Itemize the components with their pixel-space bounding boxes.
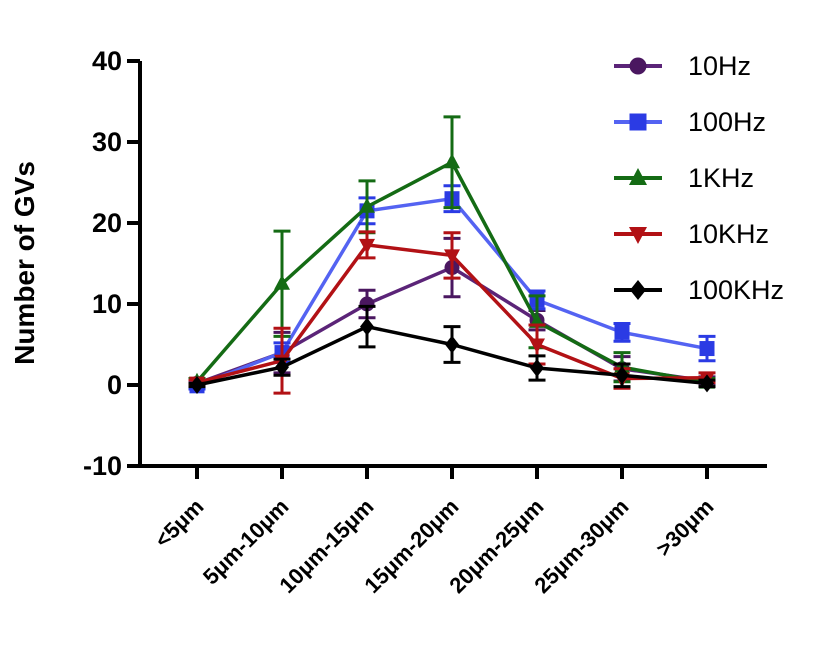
marker-triangle-down: [529, 338, 545, 354]
legend-item-10Hz: 10Hz: [614, 51, 751, 81]
y-tick-label-3: 20: [92, 208, 122, 238]
marker-triangle-down: [359, 238, 375, 254]
marker-diamond: [275, 358, 289, 377]
x-tick-label-6: >30μm: [651, 494, 718, 561]
series-100KHz: [188, 304, 716, 394]
marker-square: [614, 324, 630, 340]
y-tick-label-1: 0: [107, 370, 122, 400]
x-tick-label-0: <5μm: [150, 494, 209, 553]
y-axis-title: Number of GVs: [9, 161, 40, 365]
marker-triangle-down: [629, 227, 647, 244]
marker-diamond: [630, 280, 646, 300]
marker-diamond: [360, 317, 374, 336]
y-tick-label-0: -10: [83, 451, 122, 481]
legend-item-10KHz: 10KHz: [614, 219, 769, 249]
y-tick-label-4: 30: [92, 127, 122, 157]
marker-triangle-up: [359, 197, 375, 213]
legend-item-100KHz: 100KHz: [614, 275, 784, 305]
chart-generated-content: -10010203040<5μm5μm-10μm10μm-15μm15μm-20…: [83, 46, 784, 598]
marker-triangle-up: [444, 153, 460, 169]
marker-diamond: [615, 366, 629, 385]
marker-diamond: [700, 374, 714, 393]
legend-label-100KHz: 100KHz: [688, 275, 784, 305]
legend-label-10Hz: 10Hz: [688, 51, 751, 81]
marker-triangle-up: [629, 168, 647, 185]
legend-item-1KHz: 1KHz: [614, 163, 754, 193]
marker-diamond: [530, 358, 544, 377]
marker-circle: [629, 57, 647, 75]
marker-triangle-down: [444, 249, 460, 265]
marker-diamond: [445, 335, 459, 354]
axes: -10010203040<5μm5μm-10μm10μm-15μm15μm-20…: [83, 46, 767, 598]
legend-label-100Hz: 100Hz: [688, 107, 766, 137]
legend-label-10KHz: 10KHz: [688, 219, 769, 249]
marker-diamond: [190, 376, 204, 394]
legend: 10Hz 100Hz 1KHz 10KHz 100KHz: [614, 51, 784, 305]
marker-triangle-up: [274, 274, 290, 290]
marker-square: [699, 341, 715, 357]
legend-label-1KHz: 1KHz: [688, 163, 754, 193]
legend-item-100Hz: 100Hz: [614, 107, 766, 137]
y-tick-label-5: 40: [92, 46, 122, 76]
marker-square: [629, 113, 647, 131]
y-tick-label-2: 10: [92, 289, 122, 319]
